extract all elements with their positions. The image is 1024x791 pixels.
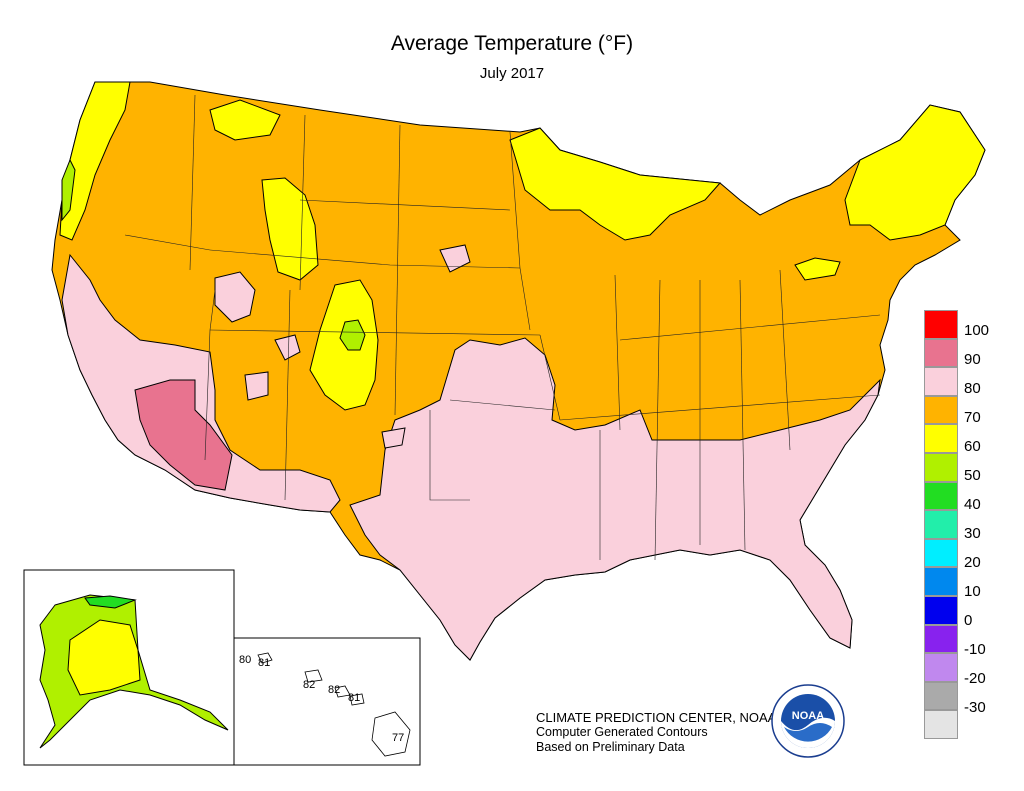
zone-60s-northern-rockies: [209, 99, 281, 141]
zone-60s-yellowstone: [261, 177, 319, 281]
zone-80s-nm: [381, 427, 406, 449]
credits-block: CLIMATE PREDICTION CENTER, NOAA Computer…: [536, 710, 776, 755]
zone-80s-southwest: [61, 253, 341, 513]
zone-60s-appalachian: [794, 257, 841, 281]
legend-swatch-90: [924, 338, 958, 368]
legend-swatch-70: [924, 395, 958, 425]
state-boundaries: [124, 94, 881, 561]
hawaii-label-kauai-2: 81: [258, 657, 271, 669]
hawaii-label-oahu: 82: [303, 679, 316, 691]
temperature-legend: [924, 310, 958, 739]
legend-label-20: 20: [964, 554, 981, 571]
legend-swatch-minus30: [924, 681, 958, 711]
credits-method: Computer Generated Contours: [536, 725, 708, 739]
credits-data-note: Based on Preliminary Data: [536, 740, 685, 754]
zone-60s-colorado-rockies: [309, 279, 379, 411]
zone-80s-south: [349, 337, 881, 661]
zone-80s-sd: [439, 244, 471, 273]
zone-60s-pnw-coast: [59, 81, 131, 241]
zone-50s-ca-coast: [61, 158, 76, 222]
noaa-logo: NOAA: [771, 684, 845, 758]
zone-60s-northeast: [844, 104, 986, 241]
legend-label-40: 40: [964, 496, 981, 513]
zone-80s-arizona-spot: [244, 371, 269, 401]
legend-swatch-100: [924, 310, 958, 339]
legend-label-10: 10: [964, 583, 981, 600]
legend-label-80: 80: [964, 380, 981, 397]
legend-swatch-minus10: [924, 624, 958, 654]
legend-label-60: 60: [964, 438, 981, 455]
legend-swatch-50: [924, 452, 958, 482]
legend-label-0: 0: [964, 612, 973, 629]
legend-swatch-10: [924, 567, 958, 596]
legend-label-90: 90: [964, 351, 981, 368]
legend-label-100: 100: [964, 322, 990, 339]
zone-80s-nevada: [214, 271, 256, 323]
hawaii-islands: [257, 652, 411, 757]
zone-90s-desert: [134, 379, 233, 491]
hawaii-label-kauai: 80: [239, 654, 252, 666]
zone-60s-great-lakes: [509, 127, 722, 241]
legend-swatch-0: [924, 595, 958, 625]
legend-swatch-minus20: [924, 653, 958, 682]
legend-swatch-60: [924, 424, 958, 453]
noaa-logo-text: NOAA: [792, 710, 824, 722]
legend-swatch-80: [924, 367, 958, 396]
alaska-zone-40s: [84, 595, 137, 609]
legend-swatch-30: [924, 510, 958, 539]
legend-label-30: 30: [964, 525, 981, 542]
credits-agency: CLIMATE PREDICTION CENTER, NOAA: [536, 710, 777, 725]
legend-label-minus10: -10: [964, 641, 986, 658]
legend-label-70: 70: [964, 409, 981, 426]
hawaii-label-maui: 82: [328, 684, 341, 696]
zone-80s-utah: [274, 334, 301, 361]
hawaii-label-maui-2: 81: [348, 692, 361, 704]
alaska-zone-60s: [67, 619, 141, 696]
legend-swatch-40: [924, 481, 958, 511]
map-title: Average Temperature (°F): [390, 32, 634, 55]
map-subtitle: July 2017: [479, 65, 545, 82]
legend-label-50: 50: [964, 467, 981, 484]
legend-label-minus30: -30: [964, 699, 986, 716]
legend-swatch-bottom: [924, 710, 958, 739]
hawaii-inset-frame: [233, 637, 421, 766]
hawaii-label-big-island: 77: [392, 732, 405, 744]
legend-label-minus20: -20: [964, 670, 986, 687]
zone-50s-colorado: [339, 319, 366, 351]
legend-swatch-20: [924, 538, 958, 568]
